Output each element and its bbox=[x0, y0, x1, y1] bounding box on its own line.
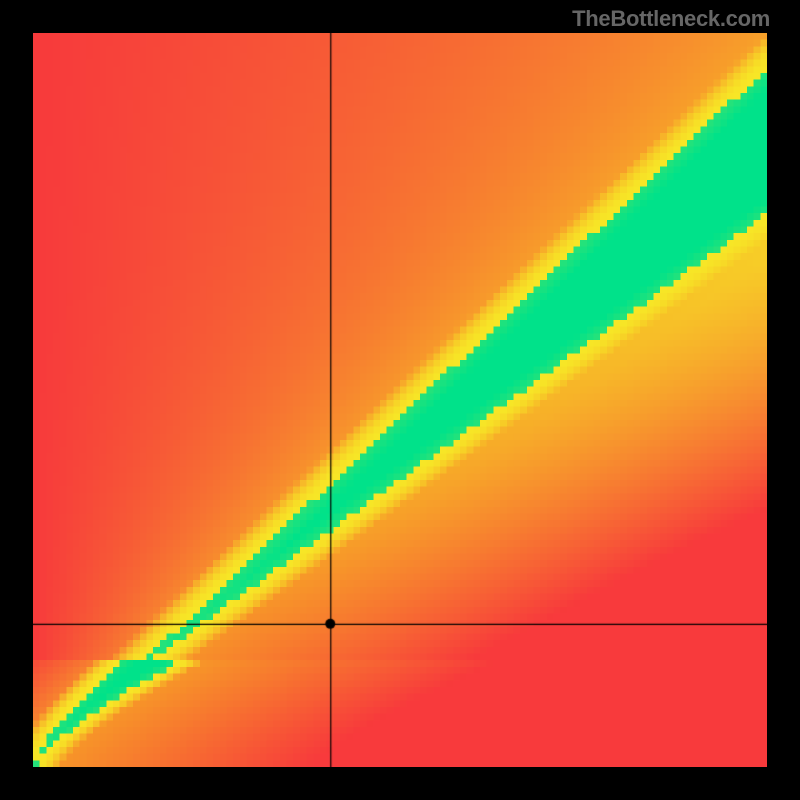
watermark-text: TheBottleneck.com bbox=[572, 6, 770, 32]
chart-container: { "watermark": "TheBottleneck.com", "wat… bbox=[0, 0, 800, 800]
bottleneck-heatmap bbox=[33, 33, 767, 767]
